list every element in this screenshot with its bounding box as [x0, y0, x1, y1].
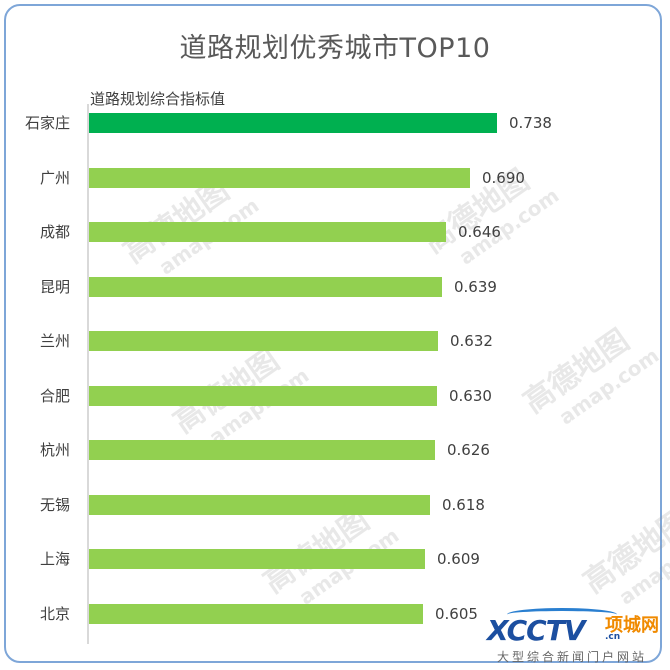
bar [89, 495, 430, 515]
value-label: 0.626 [447, 441, 490, 459]
logo-domain: .cn [605, 632, 621, 642]
value-label: 0.618 [442, 496, 485, 514]
chart-title: 道路规划优秀城市TOP10 [179, 33, 491, 64]
category-label: 昆明 [39, 278, 70, 296]
bar [89, 440, 435, 460]
category-label: 合肥 [39, 387, 70, 405]
value-label: 0.630 [449, 387, 492, 405]
series-label: 道路规划综合指标值 [90, 90, 226, 108]
bar [89, 604, 423, 624]
value-label: 0.690 [482, 169, 525, 187]
bar [89, 549, 425, 569]
logo-main-text: XCCTV [487, 614, 585, 647]
category-label: 无锡 [39, 496, 70, 514]
category-label: 成都 [39, 223, 70, 241]
value-label: 0.639 [454, 278, 497, 296]
bar [89, 113, 497, 133]
value-label: 0.646 [458, 223, 501, 241]
logo-site-name: 项城网 [605, 615, 659, 636]
site-logo: XCCTV 项城网 .cn 大型综合新闻门户网站 [487, 608, 665, 666]
bar [89, 331, 438, 351]
value-label: 0.605 [435, 605, 478, 623]
category-label: 石家庄 [24, 114, 70, 132]
value-label: 0.609 [437, 550, 480, 568]
category-label: 广州 [39, 169, 70, 187]
chart-frame [4, 4, 662, 663]
category-label: 杭州 [39, 441, 70, 459]
bar [89, 222, 446, 242]
bar [89, 277, 442, 297]
category-label: 北京 [39, 605, 70, 623]
logo-swoosh-icon [507, 608, 617, 621]
category-label: 上海 [39, 550, 70, 568]
logo-tagline: 大型综合新闻门户网站 [497, 650, 648, 664]
value-label: 0.632 [450, 332, 493, 350]
bar [89, 168, 470, 188]
bar [89, 386, 437, 406]
category-axis-line [87, 104, 89, 644]
value-label: 0.738 [509, 114, 552, 132]
category-label: 兰州 [39, 332, 70, 350]
